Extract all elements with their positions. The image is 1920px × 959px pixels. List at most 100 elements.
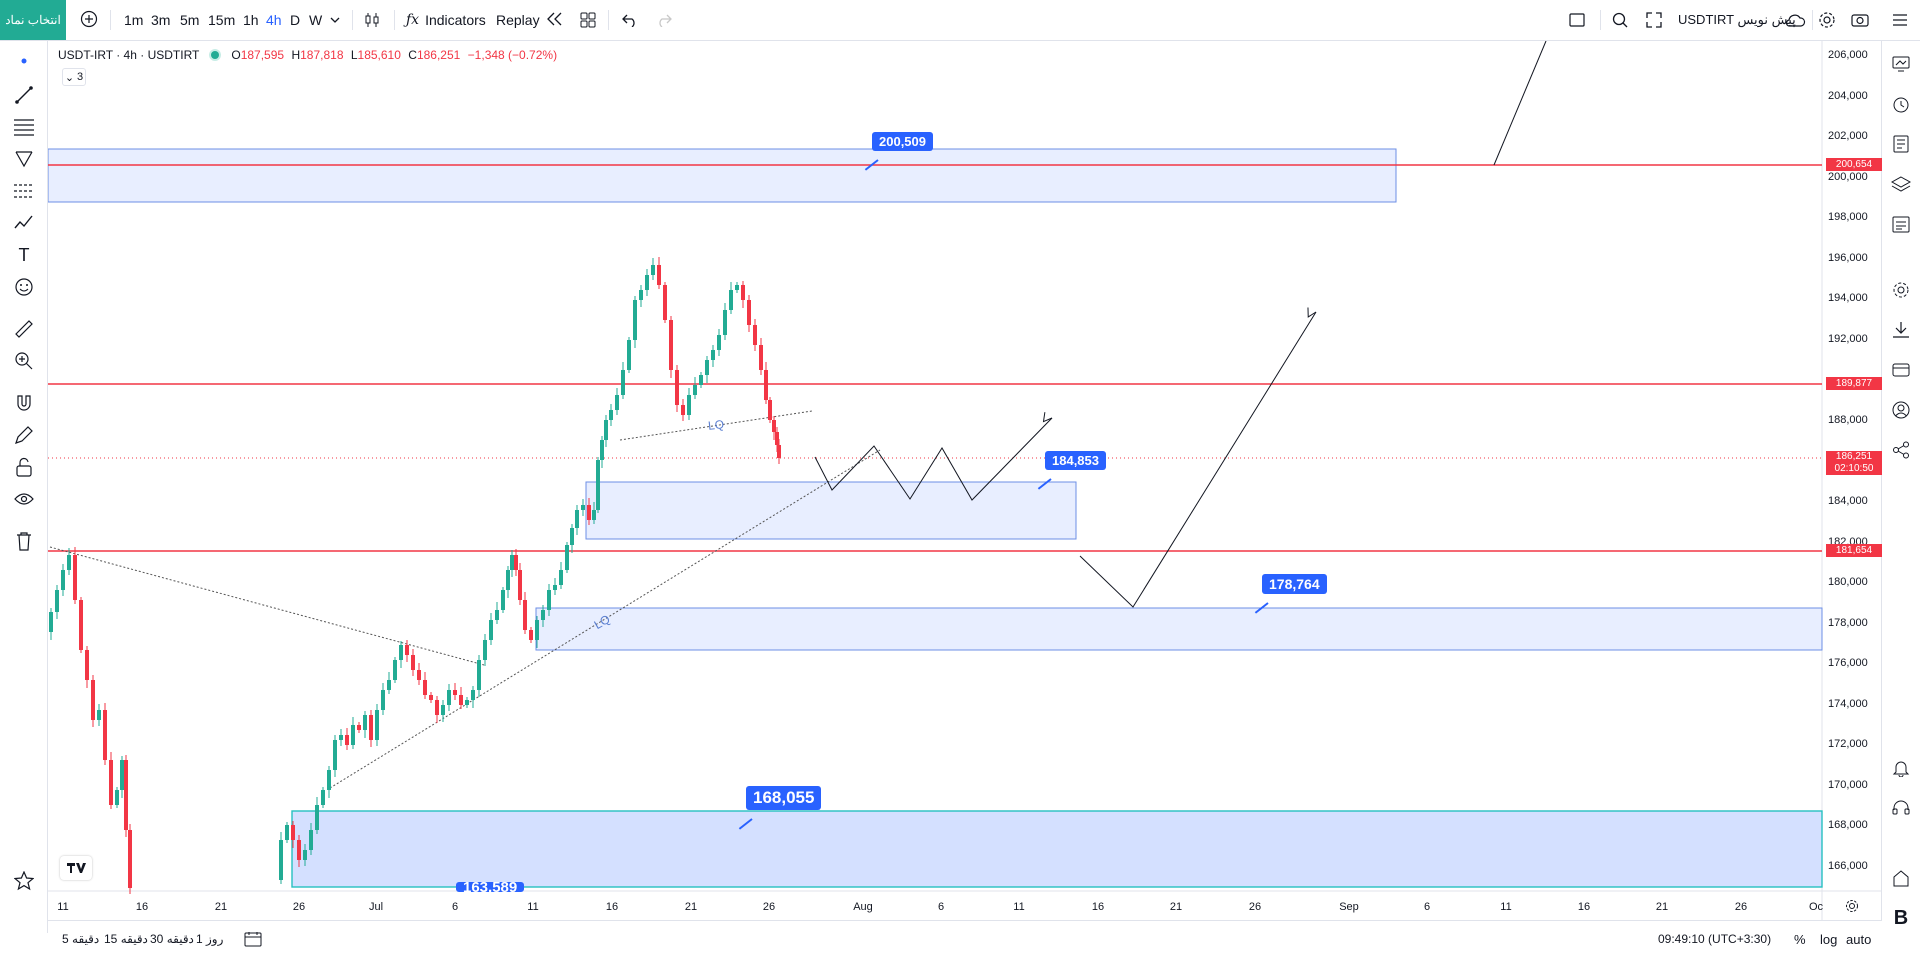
add-symbol-button[interactable]: [80, 0, 98, 40]
interval-1m[interactable]: 1m: [124, 12, 144, 28]
tradingview-logo-icon: [67, 863, 86, 873]
settings-gear-icon[interactable]: [1818, 0, 1836, 40]
chart-type-candles-icon[interactable]: [363, 0, 381, 40]
user-profile-icon[interactable]: [1890, 399, 1912, 421]
headset-support-icon[interactable]: [1890, 797, 1912, 819]
interval-15m[interactable]: 15m: [208, 12, 236, 28]
price-badge-181654: 181,654: [1826, 544, 1882, 557]
notification-bell-icon[interactable]: [1890, 757, 1912, 779]
candle-body: [570, 528, 574, 545]
alerts-clock-icon[interactable]: [1890, 93, 1912, 115]
log-scale-toggle[interactable]: log: [1820, 931, 1838, 947]
candle-body: [321, 790, 325, 805]
camera-snapshot-icon[interactable]: [1851, 0, 1869, 40]
time-axis-label: 11: [527, 901, 539, 913]
top-toolbar: انتخاب نماد 1m 3m 5m 15m 1h 4h D W ƒx In…: [0, 0, 1920, 41]
interval-w[interactable]: W: [309, 12, 323, 28]
price-callout[interactable]: 178,764: [1262, 574, 1327, 594]
text-tool-icon[interactable]: T: [18, 244, 30, 265]
interval-4h[interactable]: 4h: [266, 12, 282, 28]
emoji-icon[interactable]: [12, 275, 36, 299]
eye-icon[interactable]: [12, 487, 36, 511]
time-axis-label: Jul: [368, 901, 384, 913]
interval-5m[interactable]: 5m: [180, 12, 200, 28]
interval-d[interactable]: D: [290, 12, 301, 28]
layout-grid-icon[interactable]: [580, 0, 596, 40]
function-icon: ƒx: [406, 12, 420, 28]
price-callout-partial[interactable]: 163,589: [456, 882, 525, 892]
price-callout[interactable]: 168,055: [746, 786, 822, 810]
interval-3m[interactable]: 3m: [151, 12, 171, 28]
time-axis-settings-gear-icon[interactable]: [1842, 896, 1862, 916]
redo-icon[interactable]: [656, 0, 672, 40]
favorites-star-icon[interactable]: [12, 869, 36, 893]
replay-button[interactable]: Replay: [496, 0, 564, 40]
calendar-list-icon[interactable]: [1890, 213, 1912, 235]
percent-scale-toggle[interactable]: %: [1794, 931, 1806, 947]
magnet-icon[interactable]: [12, 391, 36, 415]
candle-body: [615, 395, 619, 410]
cloud-save-icon[interactable]: [1784, 0, 1806, 40]
indicators-button[interactable]: ƒx Indicators: [406, 0, 486, 40]
range-5-minutes[interactable]: 5 دقیقه: [62, 932, 100, 946]
candle-body: [333, 740, 337, 770]
candle-body: [681, 405, 685, 415]
range-1-day[interactable]: 1 روز: [196, 932, 224, 946]
price-callout[interactable]: 184,853: [1045, 451, 1106, 470]
ohlc-values: O187,595 H187,818 L185,610 C186,251 −1,3…: [231, 48, 557, 62]
symbol-title[interactable]: USDT-IRT · 4h · USDTIRT: [58, 48, 200, 62]
menu-hamburger-icon[interactable]: [1892, 0, 1908, 40]
broker-b-icon[interactable]: B: [1893, 906, 1909, 929]
crosshair-cursor-icon[interactable]: [14, 51, 34, 71]
fullscreen-square-icon[interactable]: [1569, 0, 1585, 40]
forecast-icon[interactable]: [12, 211, 36, 235]
candle-body: [124, 760, 128, 830]
home-icon[interactable]: [1890, 867, 1912, 889]
undo-icon[interactable]: [622, 0, 638, 40]
trash-icon[interactable]: [12, 529, 36, 553]
date-range-calendar-icon[interactable]: [244, 921, 262, 957]
wallet-card-icon[interactable]: [1890, 359, 1912, 381]
auto-scale-toggle[interactable]: auto: [1846, 931, 1872, 947]
time-axis-label: 11: [1500, 901, 1512, 913]
candle-body: [627, 340, 631, 370]
news-icon[interactable]: [1890, 133, 1912, 155]
price-callout-partial-text: 163,589: [463, 882, 518, 892]
arrowhead-icon: [1307, 307, 1317, 318]
range-30-minutes[interactable]: 30 دقیقه: [150, 932, 194, 946]
interval-dropdown-chevron-icon[interactable]: [330, 0, 340, 40]
indicators-collapse-button[interactable]: ⌄ 3: [62, 68, 86, 86]
expand-icon[interactable]: [1646, 0, 1662, 40]
horizontal-lines-icon[interactable]: [12, 115, 36, 139]
trend-line-icon[interactable]: [12, 83, 36, 107]
range-15-minutes[interactable]: 15 دقیقه: [104, 932, 148, 946]
candle-body: [693, 385, 697, 395]
tradingview-logo[interactable]: [60, 856, 92, 880]
symbol-search-button[interactable]: انتخاب نماد: [0, 0, 66, 40]
bottom-toolbar: 5 دقیقه 15 دقیقه 30 دقیقه 1 روز 09:49:10…: [48, 920, 1882, 959]
price-axis-label: 188,000: [1828, 414, 1868, 426]
interval-1h[interactable]: 1h: [243, 12, 259, 28]
download-icon[interactable]: [1890, 319, 1912, 341]
pattern-tool-icon[interactable]: [12, 147, 36, 171]
watchlist-icon[interactable]: [1890, 53, 1912, 75]
supply-zone-200k: [48, 148, 1397, 203]
candle-body: [435, 700, 439, 715]
layers-icon[interactable]: [1890, 173, 1912, 195]
share-icon[interactable]: [1890, 439, 1912, 461]
price-chart[interactable]: [48, 41, 1882, 920]
time-axis-label: 16: [135, 901, 149, 913]
quick-search-icon[interactable]: [1611, 0, 1629, 40]
candle-body: [753, 325, 757, 345]
price-callout[interactable]: 200,509: [872, 132, 933, 151]
ruler-icon[interactable]: [12, 317, 36, 341]
zoom-in-icon[interactable]: [12, 349, 36, 373]
candle-body: [657, 265, 661, 285]
saved-layout-name[interactable]: USDTIRT پیش نویس: [1678, 12, 1796, 27]
settings-cog-icon[interactable]: [1890, 279, 1912, 301]
clock-timezone[interactable]: 09:49:10 (UTC+3:30): [1658, 932, 1772, 946]
unlock-icon[interactable]: [12, 455, 36, 479]
fib-retracement-icon[interactable]: [12, 179, 36, 203]
pencil-lock-icon[interactable]: [12, 423, 36, 447]
time-axis-label: 21: [214, 901, 228, 913]
